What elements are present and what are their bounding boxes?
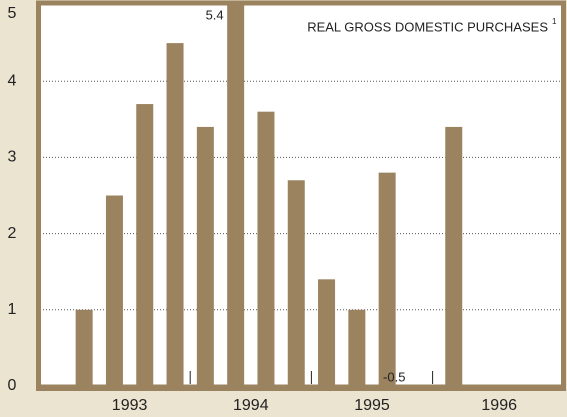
labels: 0 1 2 3 4 5 5.4 -0.5 1993 1994 1995 1996 [8,5,518,414]
value-label: -0.5 [383,369,405,384]
y-tick-label: 4 [8,72,17,89]
y-tick-label: 0 [8,377,17,394]
bar [445,126,463,386]
bar [318,279,336,386]
title-note: 1 [552,17,557,26]
y-tick-label: 3 [8,149,17,166]
bar [257,111,275,386]
bar [348,309,366,386]
y-tick-label: 1 [8,301,17,318]
x-group-label: 1993 [112,397,148,414]
bar [378,172,396,386]
x-group-label: 1996 [481,397,517,414]
x-group-label: 1995 [354,397,390,414]
value-label: 5.4 [206,7,224,22]
bar [75,309,93,386]
bar [136,104,154,386]
bar [287,180,305,386]
chart-title: REAL GROSS DOMESTIC PURCHASES [307,19,548,34]
bars [75,5,463,386]
x-group-label: 1994 [233,397,269,414]
bar [196,126,214,386]
bar [227,5,245,386]
y-tick-label: 5 [8,5,17,22]
y-tick-label: 2 [8,225,17,242]
bar [105,195,123,386]
bar [166,43,184,386]
